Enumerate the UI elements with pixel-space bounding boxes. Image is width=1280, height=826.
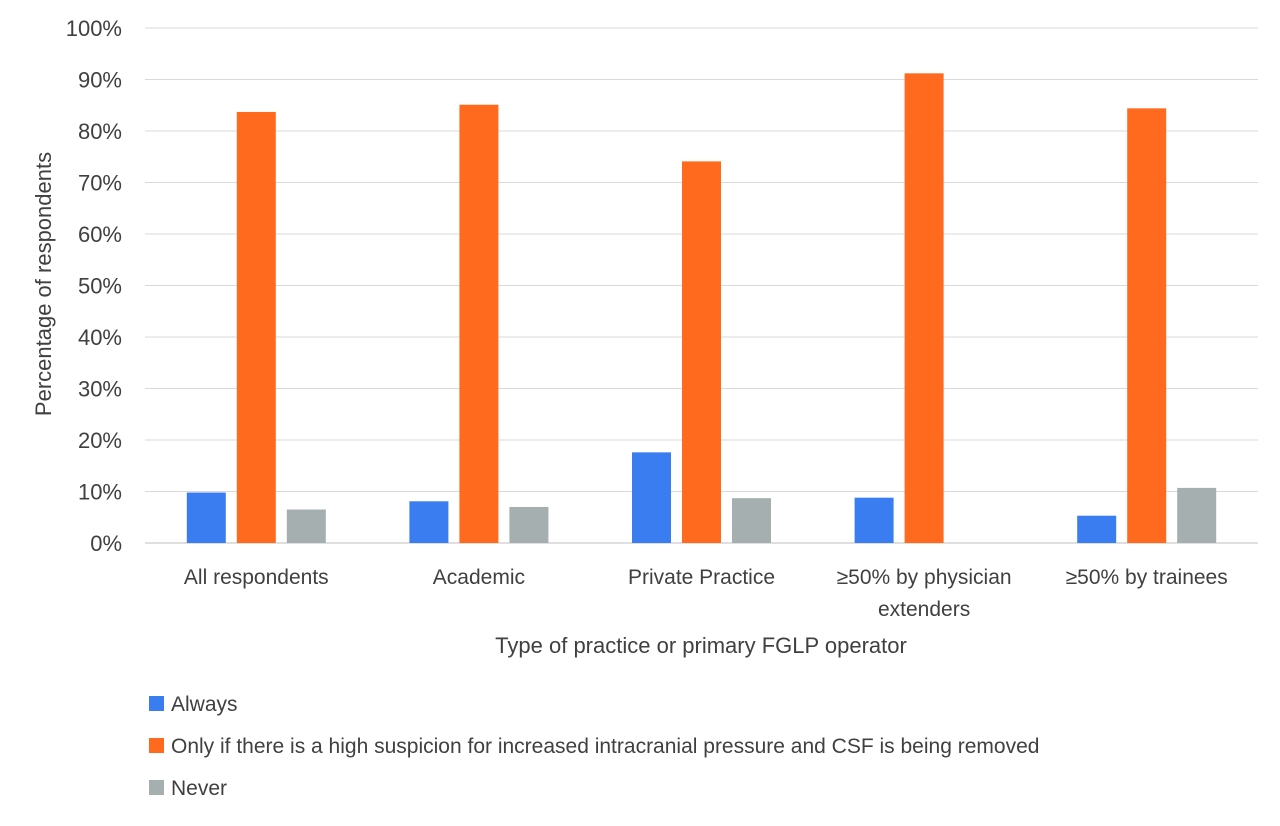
x-axis-title: Type of practice or primary FGLP operato… — [495, 633, 907, 658]
y-tick-label: 50% — [78, 274, 122, 299]
bar — [854, 497, 894, 543]
bars — [186, 73, 1217, 544]
bar — [459, 104, 499, 544]
x-category-label: All respondents — [184, 566, 329, 589]
x-category-label: Academic — [433, 566, 525, 589]
legend-label: Never — [171, 777, 227, 800]
bar — [682, 161, 721, 543]
bar — [236, 111, 276, 543]
y-tick-label: 60% — [78, 222, 122, 247]
legend-swatch — [149, 738, 164, 753]
y-tick-label: 30% — [78, 377, 122, 402]
bar — [186, 492, 226, 543]
y-tick-label: 100% — [66, 16, 122, 41]
y-tick-label: 10% — [78, 480, 122, 505]
bar — [1127, 108, 1167, 543]
y-tick-label: 20% — [78, 428, 122, 453]
y-tick-labels: 0% 10% 20% 30% 40% 50% 60% 70% 80% 90% 100% — [66, 16, 122, 556]
legend-label: Always — [171, 693, 238, 716]
y-tick-label: 90% — [78, 68, 122, 93]
x-category-label: extenders — [878, 598, 970, 621]
x-category-label: ≥50% by trainees — [1066, 566, 1228, 589]
bar — [409, 501, 449, 543]
y-tick-label: 40% — [78, 325, 122, 350]
x-category-label: Private Practice — [628, 566, 775, 589]
bar — [509, 506, 549, 543]
x-category-label: ≥50% by physician — [837, 566, 1012, 589]
bar — [1077, 515, 1117, 543]
y-axis-title: Percentage of respondents — [31, 152, 56, 416]
y-tick-label: 0% — [90, 531, 122, 556]
bar — [732, 498, 771, 543]
bar — [286, 509, 326, 543]
legend-swatch — [149, 780, 164, 795]
legend: Always Only if there is a high suspicion … — [149, 693, 1039, 800]
bar — [632, 452, 671, 543]
x-category-labels: All respondents Academic Private Practice ≥… — [184, 566, 1228, 621]
bar — [904, 73, 944, 543]
legend-label: Only if there is a high suspicion for in… — [171, 735, 1039, 758]
y-tick-label: 80% — [78, 119, 122, 144]
legend-swatch — [149, 696, 164, 711]
y-tick-label: 70% — [78, 171, 122, 196]
bar — [1177, 487, 1217, 543]
